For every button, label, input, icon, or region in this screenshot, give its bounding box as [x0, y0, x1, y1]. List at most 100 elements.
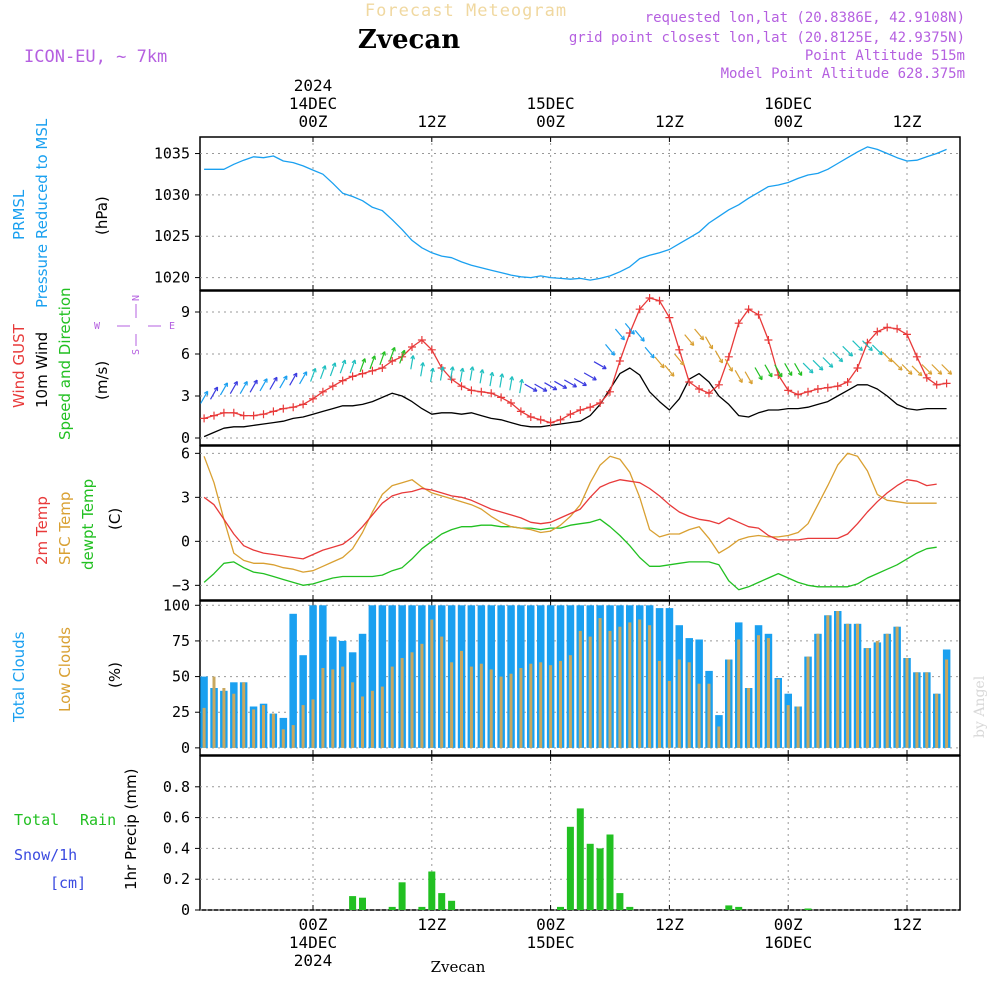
low-cloud-bar	[727, 659, 731, 748]
wind-direction-arrow	[269, 376, 278, 390]
low-cloud-bar	[529, 663, 533, 748]
gust-marker	[655, 296, 664, 305]
low-cloud-bar	[677, 659, 681, 748]
wind-direction-arrow	[369, 355, 376, 370]
y-tick-label: 0.2	[163, 870, 190, 888]
compass-e: E	[169, 321, 175, 332]
y-tick-label: 0.8	[163, 778, 190, 796]
precip-bar	[398, 882, 406, 910]
wind-direction-arrow	[764, 364, 773, 378]
wind-direction-arrow	[842, 345, 854, 357]
gust-marker	[378, 364, 387, 372]
y-tick-label: 0.6	[163, 809, 190, 827]
low-cloud-bar	[321, 668, 325, 748]
gust-marker	[932, 380, 941, 389]
gust-marker	[299, 400, 308, 409]
total-cloud-bar	[378, 605, 387, 748]
wind-direction-arrow	[389, 346, 396, 361]
bottom-date-label: 15DEC	[527, 933, 575, 952]
low-cloud-bar	[885, 633, 889, 748]
low-cloud-bar	[351, 682, 355, 748]
gust-marker	[219, 408, 228, 417]
top-date-label: 16DEC	[764, 94, 812, 113]
wind-unit-label: (m/s)	[93, 361, 111, 400]
gust-marker	[922, 373, 931, 382]
wind-direction-arrow	[724, 358, 733, 372]
low-clouds-label: Low Clouds	[56, 627, 74, 712]
gust-marker	[893, 324, 902, 333]
low-cloud-bar	[568, 655, 572, 748]
wind-direction-arrow	[714, 350, 723, 364]
wind-direction-arrow	[339, 359, 347, 374]
wind-direction-arrow	[430, 367, 435, 383]
wind-direction-arrow	[289, 372, 298, 386]
wind-direction-arrow	[734, 370, 743, 384]
wind-direction-arrow	[534, 383, 548, 392]
low-cloud-bar	[618, 626, 622, 748]
low-cloud-bar	[925, 672, 929, 748]
bottom-time-label: 12Z	[893, 915, 922, 934]
top-time-label: 12Z	[417, 112, 446, 131]
gust-marker	[912, 352, 921, 361]
wind-direction-arrow	[519, 378, 524, 394]
wind-direction-arrow	[489, 371, 495, 387]
cloud-unit-label: (%)	[106, 662, 124, 688]
low-cloud-bar	[846, 623, 850, 748]
precip-bar	[428, 871, 436, 910]
bottom-date-label: 14DEC	[289, 933, 337, 952]
y-tick-label: 3	[181, 488, 190, 506]
wind-direction-arrow	[209, 386, 219, 400]
precip-bar	[596, 848, 604, 910]
precip-snow-unit-label: [cm]	[50, 874, 86, 892]
cloud-bars	[200, 605, 951, 748]
precip-bar	[438, 893, 446, 910]
precip-total-label: Total	[14, 811, 59, 829]
top-time-label: 00Z	[774, 112, 803, 131]
wind-direction-arrow	[624, 323, 635, 335]
location-title: Zvecan	[358, 25, 460, 55]
low-cloud-bar	[202, 707, 206, 748]
wind-direction-arrow	[509, 376, 515, 391]
low-cloud-bar	[588, 636, 592, 748]
low-cloud-bar	[400, 658, 404, 748]
low-cloud-bar	[707, 683, 711, 748]
wind-direction-arrow	[634, 330, 645, 342]
panel-frames	[199, 136, 961, 911]
gust-marker	[408, 343, 416, 351]
y-tick-label: 25	[172, 703, 190, 721]
gust-marker	[229, 408, 238, 417]
wind-direction-arrow	[379, 351, 386, 366]
y-tick-label: 1020	[154, 269, 190, 287]
gust-marker	[249, 411, 258, 420]
wind-direction-arrow	[449, 366, 455, 381]
bottom-time-label: 12Z	[417, 915, 446, 934]
gust-marker	[596, 399, 605, 407]
low-cloud-bar	[796, 706, 800, 748]
precip-bar	[725, 905, 733, 910]
gust-marker	[823, 383, 832, 392]
gust-marker	[289, 403, 298, 412]
low-cloud-bar	[450, 662, 454, 748]
wind-direction-arrow	[674, 353, 685, 366]
footer-location: Zvecan	[431, 958, 486, 976]
wind-direction-arrow	[614, 328, 625, 341]
gust-marker	[813, 385, 822, 393]
low-cloud-bar	[361, 696, 364, 748]
pressure-line	[204, 146, 947, 281]
total-cloud-bar	[299, 655, 307, 748]
wind-direction-arrow	[644, 346, 655, 359]
wind-direction-arrow	[744, 371, 753, 385]
wind-direction-arrow	[279, 375, 288, 389]
wind-direction-arrow	[802, 362, 814, 374]
wind-direction-arrow	[832, 351, 844, 363]
bottom-time-label: 00Z	[299, 915, 328, 934]
precip-bar	[626, 906, 634, 910]
bottom-date-label: 16DEC	[764, 933, 812, 952]
wind-direction-arrow	[239, 380, 248, 394]
top-time-label: 12Z	[893, 112, 922, 131]
low-cloud-bar	[222, 688, 226, 748]
low-cloud-bar	[806, 656, 810, 748]
low-cloud-bar	[212, 676, 216, 748]
prmsl-label: PRMSL	[10, 189, 28, 240]
dewpoint-line	[203, 518, 937, 591]
